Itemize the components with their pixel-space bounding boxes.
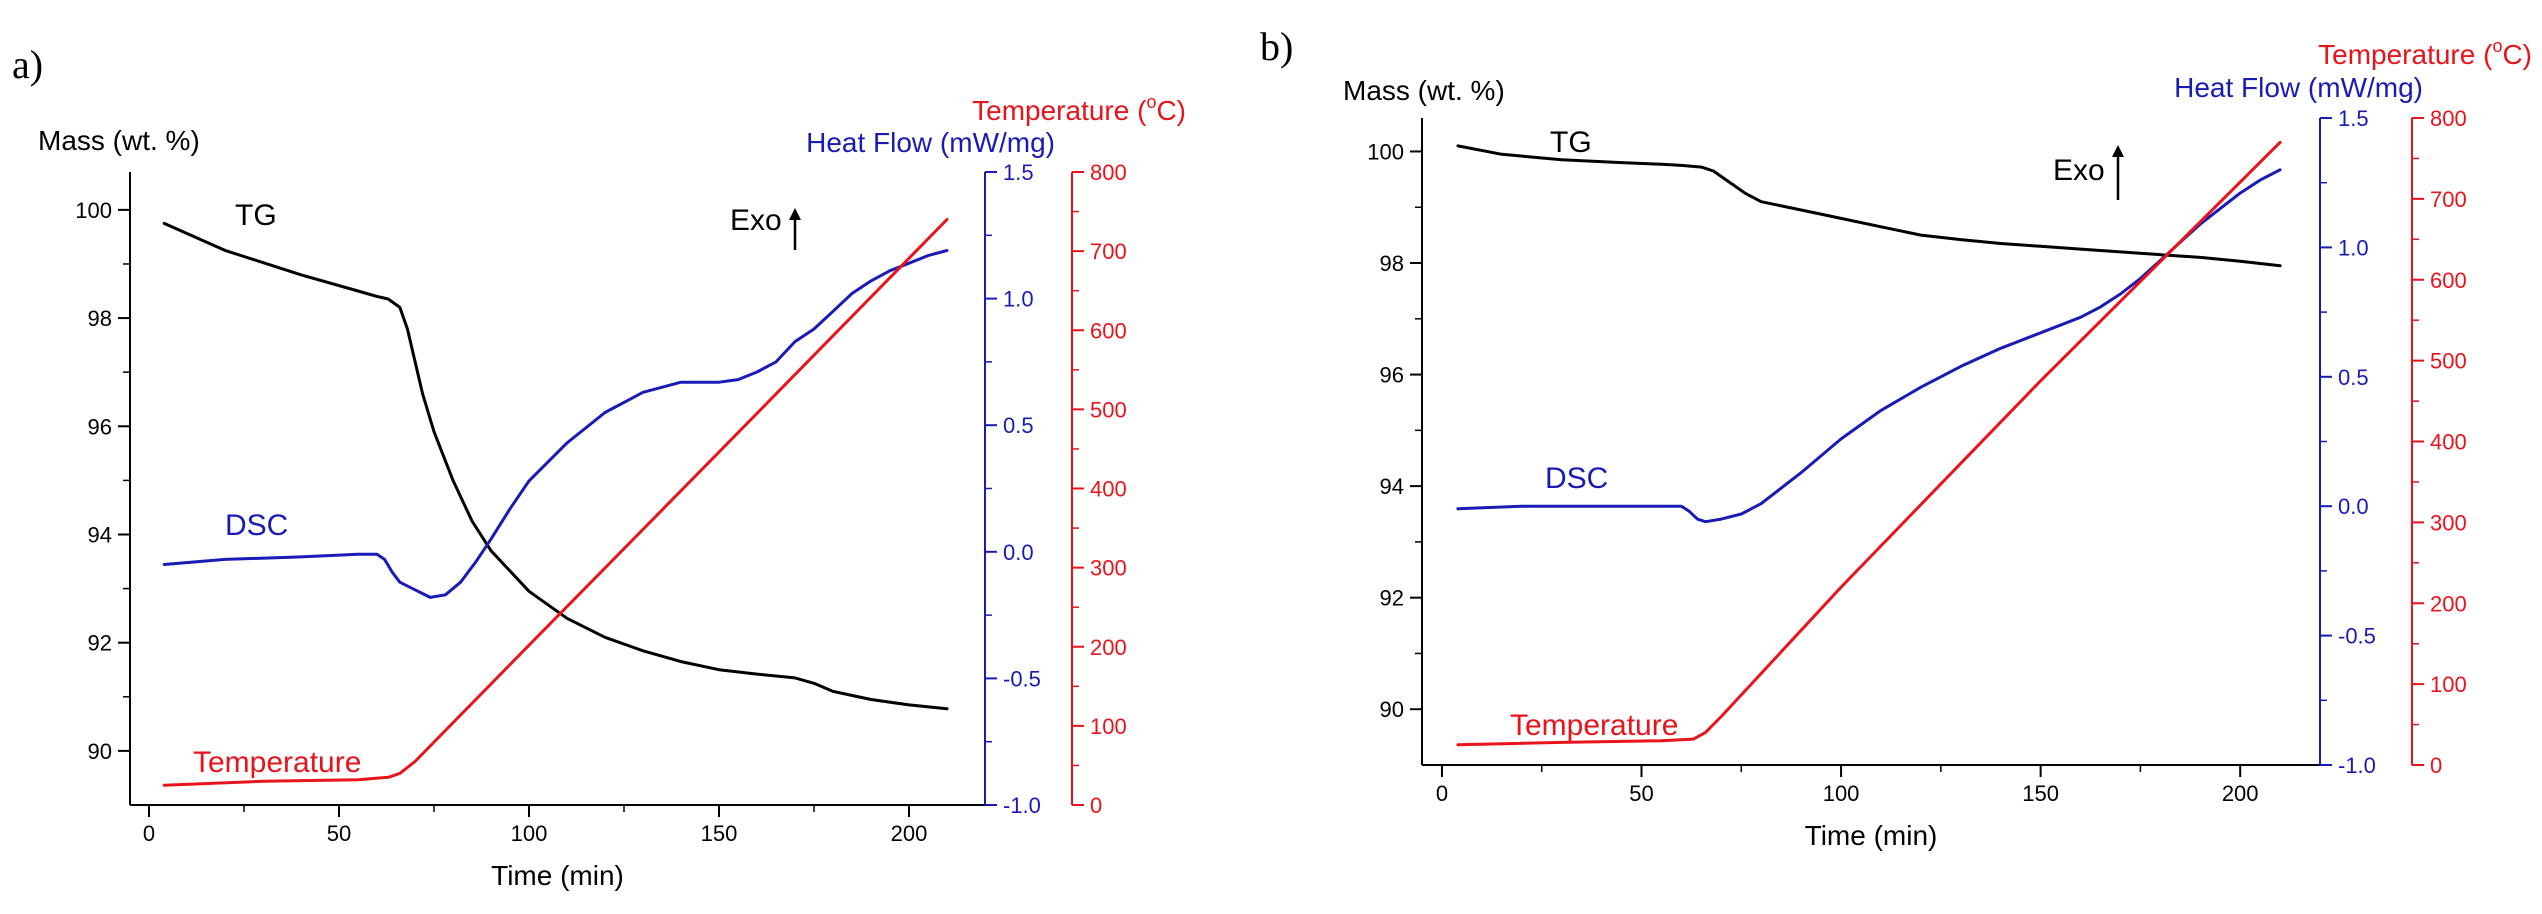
mass-tick-label: 98	[88, 306, 112, 331]
x-tick-label: 150	[2022, 781, 2059, 806]
temp-tick-label: 500	[2430, 349, 2467, 374]
temp-tick-label: 700	[1090, 239, 1127, 264]
exo-label: Exo	[2053, 154, 2105, 187]
heat-tick-label: 1.0	[2338, 235, 2369, 260]
mass-tick-label: 98	[1380, 251, 1404, 276]
chart-a: 0 50 100 150 200 Time (min) 90 92 94 96 98 100 Mass …	[38, 92, 1186, 891]
dsc-series-line	[162, 249, 949, 599]
heat-axis-title: Heat Flow (mW/mg)	[806, 127, 1055, 158]
heat-tick-label: -1.0	[2338, 753, 2376, 778]
tg-series-line	[1456, 144, 2282, 268]
x-tick-label: 0	[1436, 781, 1448, 806]
heat-axis-title: Heat Flow (mW/mg)	[2174, 72, 2423, 103]
tg-series-label: TG	[235, 199, 277, 232]
x-tick-label: 0	[143, 821, 155, 846]
temp-tick-label: 200	[2430, 591, 2467, 616]
heat-tick-label: 1.5	[2338, 106, 2369, 131]
temp-tick-label: 600	[1090, 318, 1127, 343]
mass-axis-title: Mass (wt. %)	[1343, 75, 1505, 106]
x-tick-label: 150	[701, 821, 738, 846]
temp-tick-label: 800	[2430, 106, 2467, 131]
x-axis-title: Time (min)	[491, 860, 624, 891]
mass-tick-label: 94	[1380, 474, 1404, 499]
temp-tick-label: 300	[1090, 556, 1127, 581]
exo-arrow-head-icon	[789, 208, 801, 220]
panel-a-letter: a)	[12, 42, 43, 87]
temp-tick-label: 0	[2430, 753, 2442, 778]
temp-tick-label: 100	[1090, 714, 1127, 739]
temp-axis-title: Temperature (oC)	[2318, 36, 2532, 70]
mass-tick-label: 100	[75, 198, 112, 223]
temp-tick-label: 800	[1090, 160, 1127, 185]
mass-tick-label: 92	[1380, 586, 1404, 611]
x-axis-title: Time (min)	[1805, 820, 1938, 851]
heat-tick-label: -1.0	[1003, 793, 1041, 818]
exo-label: Exo	[730, 204, 782, 237]
tg-series-line	[162, 221, 949, 711]
temp-tick-label: 100	[2430, 672, 2467, 697]
mass-tick-label: 90	[88, 739, 112, 764]
heat-tick-label: -0.5	[1003, 666, 1041, 691]
exo-arrow-head-icon	[2112, 145, 2124, 157]
heat-tick-label: 0.0	[1003, 540, 1034, 565]
x-tick-label: 100	[511, 821, 548, 846]
tg-series-label: TG	[1550, 126, 1592, 159]
mass-tick-label: 96	[1380, 363, 1404, 388]
heat-tick-label: 1.5	[1003, 160, 1034, 185]
x-tick-label: 50	[1629, 781, 1653, 806]
temperature-series-line	[1456, 140, 2282, 747]
panel-b-letter: b)	[1260, 24, 1293, 69]
temp-tick-label: 500	[1090, 397, 1127, 422]
x-tick-label: 200	[2222, 781, 2259, 806]
heat-tick-label: 0.5	[2338, 365, 2369, 390]
chart-b: 0 50 100 150 200 Time (min) 90 92 94 96 98 100 Mass …	[1343, 36, 2532, 851]
temp-tick-label: 600	[2430, 268, 2467, 293]
temperature-series-label: Temperature	[1510, 709, 1678, 742]
mass-tick-label: 92	[88, 631, 112, 656]
temp-tick-label: 200	[1090, 635, 1127, 660]
heat-tick-label: 1.0	[1003, 287, 1034, 312]
heat-tick-label: 0.0	[2338, 494, 2369, 519]
temp-axis-title: Temperature (oC)	[972, 92, 1186, 126]
x-tick-label: 100	[1823, 781, 1860, 806]
x-tick-label: 50	[327, 821, 351, 846]
mass-tick-label: 94	[88, 522, 112, 547]
temp-tick-label: 700	[2430, 187, 2467, 212]
mass-tick-label: 100	[1367, 139, 1404, 164]
mass-tick-label: 96	[88, 414, 112, 439]
mass-tick-label: 90	[1380, 697, 1404, 722]
mass-axis-title: Mass (wt. %)	[38, 125, 200, 156]
dsc-series-label: DSC	[1545, 462, 1608, 495]
heat-tick-label: -0.5	[2338, 624, 2376, 649]
dsc-series-label: DSC	[225, 509, 288, 542]
temp-tick-label: 0	[1090, 793, 1102, 818]
x-tick-label: 200	[891, 821, 928, 846]
temperature-series-label: Temperature	[193, 746, 361, 779]
temp-tick-label: 300	[2430, 510, 2467, 535]
heat-tick-label: 0.5	[1003, 413, 1034, 438]
temp-tick-label: 400	[1090, 477, 1127, 502]
temp-tick-label: 400	[2430, 430, 2467, 455]
temperature-series-line	[162, 218, 949, 787]
